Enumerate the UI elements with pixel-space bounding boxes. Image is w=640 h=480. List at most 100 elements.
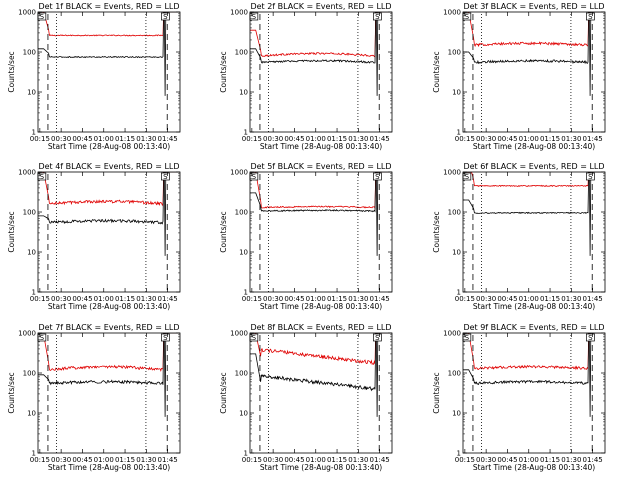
x-tick-label: 01:00 bbox=[519, 295, 539, 303]
y-tick-label: 100 bbox=[23, 209, 36, 217]
x-tick-label: 00:30 bbox=[51, 295, 71, 303]
flag-label: S bbox=[465, 13, 470, 21]
y-tick-label: 1 bbox=[244, 129, 248, 137]
panel-det-7: Det 7f BLACK = Events, RED = LLD S S 1 10 100… bbox=[7, 323, 181, 472]
x-tick-label: 01:30 bbox=[136, 135, 156, 143]
panel-title: Det 1f BLACK = Events, RED = LLD bbox=[38, 2, 179, 11]
lld-series-line bbox=[463, 333, 605, 371]
y-tick-label: 1000 bbox=[18, 9, 36, 17]
x-axis-label: Start Time (28-Aug-08 00:13:40) bbox=[48, 142, 170, 151]
lld-series-line bbox=[250, 172, 392, 210]
panel-title: Det 3f BLACK = Events, RED = LLD bbox=[463, 2, 604, 11]
x-tick-label: 00:15 bbox=[455, 135, 475, 143]
events-series-line bbox=[38, 172, 180, 256]
panel-det-6: Det 6f BLACK = Events, RED = LLD S S 1 10 100… bbox=[432, 162, 606, 311]
flag-label: S bbox=[163, 13, 168, 21]
y-axis-label: Counts/sec bbox=[7, 51, 16, 92]
x-tick-label: 00:45 bbox=[72, 456, 92, 464]
lld-series-line bbox=[38, 333, 180, 372]
flag-label: S bbox=[163, 173, 168, 181]
flag-label: S bbox=[252, 13, 257, 21]
flag-label: S bbox=[252, 173, 257, 181]
y-tick-label: 1 bbox=[457, 450, 461, 458]
x-tick-label: 01:45 bbox=[158, 135, 178, 143]
y-tick-label: 1000 bbox=[230, 330, 248, 338]
flag-box bbox=[161, 172, 170, 181]
y-tick-label: 1 bbox=[32, 289, 36, 297]
x-tick-label: 00:15 bbox=[30, 456, 50, 464]
x-axis-label: Start Time (28-Aug-08 00:13:40) bbox=[260, 463, 382, 472]
events-series-line bbox=[38, 12, 180, 96]
y-tick-label: 100 bbox=[235, 370, 248, 378]
plot-frame bbox=[462, 171, 606, 293]
x-tick-label: 00:15 bbox=[30, 135, 50, 143]
panel-title: Det 5f BLACK = Events, RED = LLD bbox=[250, 162, 391, 171]
x-tick-label: 01:30 bbox=[561, 456, 581, 464]
y-tick-label: 10 bbox=[27, 249, 36, 257]
panel-title: Det 6f BLACK = Events, RED = LLD bbox=[463, 162, 604, 171]
x-tick-label: 00:30 bbox=[476, 295, 496, 303]
flag-label: S bbox=[252, 334, 257, 342]
flag-label: S bbox=[465, 173, 470, 181]
x-tick-label: 01:00 bbox=[519, 135, 539, 143]
x-tick-label: 01:45 bbox=[583, 456, 603, 464]
x-tick-label: 00:30 bbox=[476, 135, 496, 143]
events-series-line bbox=[463, 12, 605, 96]
panel-det-2: Det 2f BLACK = Events, RED = LLD S S 1 10 100… bbox=[219, 2, 393, 151]
x-tick-label: 01:30 bbox=[561, 295, 581, 303]
x-axis-label: Start Time (28-Aug-08 00:13:40) bbox=[48, 463, 170, 472]
flag-label: S bbox=[40, 173, 45, 181]
x-tick-label: 01:45 bbox=[370, 295, 390, 303]
y-tick-label: 10 bbox=[27, 89, 36, 97]
y-tick-label: 100 bbox=[235, 209, 248, 217]
y-axis-label: Counts/sec bbox=[219, 51, 228, 92]
x-tick-label: 00:15 bbox=[30, 295, 50, 303]
flag-label: S bbox=[588, 173, 593, 181]
plot-frame bbox=[249, 171, 393, 293]
flag-box bbox=[373, 333, 382, 342]
flag-label: S bbox=[588, 13, 593, 21]
x-tick-label: 01:30 bbox=[348, 456, 368, 464]
flag-box bbox=[373, 12, 382, 21]
panel-title: Det 4f BLACK = Events, RED = LLD bbox=[38, 162, 179, 171]
x-tick-label: 01:30 bbox=[136, 456, 156, 464]
y-tick-label: 1000 bbox=[443, 169, 461, 177]
flag-label: S bbox=[40, 334, 45, 342]
x-axis-label: Start Time (28-Aug-08 00:13:40) bbox=[473, 142, 595, 151]
y-tick-label: 1 bbox=[244, 450, 248, 458]
events-series-line bbox=[250, 12, 392, 96]
panel-det-3: Det 3f BLACK = Events, RED = LLD S S 1 10 100… bbox=[432, 2, 606, 151]
plot-frame bbox=[462, 332, 606, 454]
flag-label: S bbox=[375, 334, 380, 342]
events-series-line bbox=[463, 333, 605, 417]
x-axis-label: Start Time (28-Aug-08 00:13:40) bbox=[473, 302, 595, 311]
x-tick-label: 00:45 bbox=[284, 295, 304, 303]
y-tick-label: 10 bbox=[239, 89, 248, 97]
x-tick-label: 01:15 bbox=[327, 135, 347, 143]
panel-det-9: Det 9f BLACK = Events, RED = LLD S S 1 10 100… bbox=[432, 323, 606, 472]
x-tick-label: 01:15 bbox=[540, 135, 560, 143]
y-tick-label: 1 bbox=[244, 289, 248, 297]
x-axis-label: Start Time (28-Aug-08 00:13:40) bbox=[48, 302, 170, 311]
lld-series-line bbox=[463, 172, 605, 188]
panel-det-8: Det 8f BLACK = Events, RED = LLD S S 1 10 100… bbox=[219, 323, 393, 472]
lld-series-line bbox=[250, 12, 392, 58]
y-tick-label: 1000 bbox=[443, 330, 461, 338]
y-tick-label: 1 bbox=[32, 129, 36, 137]
y-tick-label: 1000 bbox=[230, 9, 248, 17]
x-tick-label: 00:15 bbox=[242, 456, 262, 464]
x-tick-label: 01:15 bbox=[540, 456, 560, 464]
x-tick-label: 01:00 bbox=[519, 456, 539, 464]
x-tick-label: 01:00 bbox=[306, 135, 326, 143]
flag-box bbox=[161, 333, 170, 342]
y-tick-label: 100 bbox=[235, 49, 248, 57]
x-tick-label: 00:45 bbox=[497, 135, 517, 143]
x-tick-label: 01:30 bbox=[348, 295, 368, 303]
x-tick-label: 01:45 bbox=[583, 135, 603, 143]
x-tick-label: 00:45 bbox=[497, 295, 517, 303]
events-series-line bbox=[38, 333, 180, 417]
y-tick-label: 1000 bbox=[230, 169, 248, 177]
x-tick-label: 01:45 bbox=[158, 295, 178, 303]
x-axis-label: Start Time (28-Aug-08 00:13:40) bbox=[260, 302, 382, 311]
x-tick-label: 00:45 bbox=[284, 135, 304, 143]
